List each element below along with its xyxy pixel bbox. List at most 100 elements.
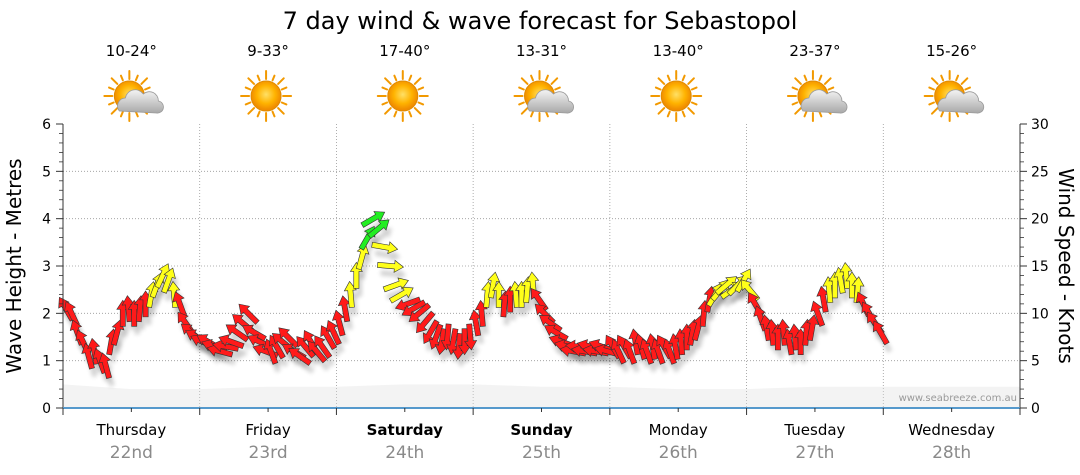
wind-arrow (238, 303, 260, 325)
wind-arrow (64, 301, 80, 327)
wind-arrow (534, 303, 556, 325)
right-tick-label: 25 (1031, 164, 1049, 180)
wind-arrow-shadow (229, 332, 252, 350)
temperature-range: 10-24° (106, 42, 157, 60)
day-date-label: 22nd (110, 443, 153, 463)
wind-arrow (422, 319, 440, 344)
wind-arrow (161, 267, 176, 294)
temperature-range: 15-26° (926, 42, 977, 60)
day-date-label: 24th (385, 443, 424, 463)
wind-arrow (331, 309, 346, 337)
wind-arrow (314, 335, 333, 360)
wind-arrow (307, 340, 328, 364)
wind-arrow (218, 334, 245, 350)
left-tick-label: 2 (42, 306, 51, 322)
wind-arrow (538, 315, 563, 333)
wind-arrow (680, 323, 694, 351)
day-date-label: 28th (932, 443, 971, 463)
wind-arrow (278, 327, 300, 349)
temperature-range: 9-33° (247, 42, 289, 60)
day-name-label: Sunday (510, 421, 573, 439)
wind-arrow (810, 300, 826, 327)
wind-arrow (487, 271, 501, 299)
wind-arrow (464, 323, 478, 351)
wind-arrow-shadow (374, 249, 401, 262)
wind-arrow (371, 241, 399, 255)
day-date-label: 23rd (249, 443, 288, 463)
wind-arrow (388, 286, 414, 304)
weather-row: 10-24° 9-33° 17-40° 13-31° 13-40° 23-37° 15-26… (103, 42, 985, 122)
partly-cloudy-icon (923, 70, 985, 122)
left-axis-label: Wave Height - Metres (2, 158, 26, 373)
wind-arrow (98, 352, 112, 379)
day-name-label: Wednesday (908, 421, 995, 439)
wind-arrow (382, 277, 409, 293)
wind-arrow (394, 296, 422, 312)
wind-arrow (377, 259, 405, 273)
right-tick-label: 20 (1031, 212, 1049, 228)
wave-height-area-fill (63, 384, 1020, 408)
right-tick-label: 0 (1031, 401, 1040, 417)
wind-arrow (468, 309, 482, 337)
wind-arrow-shadow (380, 268, 407, 281)
wind-arrow (154, 263, 171, 289)
day-date-label: 25th (522, 443, 561, 463)
wind-arrow (296, 336, 316, 359)
wind-arrow (288, 348, 312, 366)
day-name-label: Saturday (367, 421, 444, 439)
wind-arrow (416, 310, 436, 334)
wind-arrow (816, 285, 830, 313)
wind-arrow (225, 324, 250, 343)
wind-arrow-shadow (291, 356, 315, 374)
right-tick-label: 15 (1031, 259, 1049, 275)
left-tick-label: 4 (42, 212, 51, 228)
partly-cloudy-icon (786, 70, 848, 122)
day-date-label: 27th (795, 443, 834, 463)
sunny-icon (650, 70, 703, 122)
wind-arrows (58, 211, 893, 387)
grid-lines (63, 124, 1020, 408)
sunny-icon (376, 70, 429, 122)
wind-arrow (320, 325, 338, 350)
wind-arrow (872, 320, 890, 346)
day-name-label: Monday (649, 421, 708, 439)
left-tick-label: 1 (42, 354, 51, 370)
temperature-range: 17-40° (379, 42, 430, 60)
chart-title: 7 day wind & wave forecast for Sebastopo… (283, 7, 798, 35)
left-tick-label: 3 (42, 259, 51, 275)
right-tick-label: 10 (1031, 306, 1049, 322)
temperature-range: 13-31° (516, 42, 567, 60)
wind-arrow (446, 328, 460, 356)
wave-height-area (63, 384, 1020, 408)
day-name-label: Thursday (95, 421, 166, 439)
day-date-label: 26th (659, 443, 698, 463)
left-tick-label: 6 (42, 117, 51, 133)
wind-arrow (408, 302, 432, 323)
wind-arrow (172, 291, 188, 318)
day-name-label: Tuesday (783, 421, 845, 439)
left-tick-label: 5 (42, 164, 51, 180)
wind-arrow (343, 280, 357, 308)
wind-arrow (530, 288, 549, 312)
wind-arrow-shadow (370, 227, 393, 247)
axes: 0 1 2 3 4 5 6 0 5 10 15 20 25 30 (42, 117, 1049, 417)
wind-arrow (806, 314, 820, 342)
watermark: www.seabreeze.com.au (899, 393, 1017, 404)
wind-arrow (714, 276, 738, 296)
wind-arrow (360, 211, 386, 228)
partly-cloudy-icon (103, 70, 164, 122)
temperature-range: 23-37° (789, 42, 840, 60)
wind-arrow-shadow (241, 312, 263, 333)
wind-arrow (242, 324, 267, 342)
sunny-icon (240, 70, 293, 122)
wind-arrow (355, 243, 370, 271)
day-labels: Thursday 22nd Friday 23rd Saturday 24th Sunday… (95, 421, 995, 463)
day-name-label: Friday (245, 421, 291, 439)
wind-arrow (492, 280, 506, 308)
partly-cloudy-icon (513, 70, 574, 122)
right-axis-label: Wind Speed - Knots (1054, 168, 1078, 364)
wind-arrow (337, 295, 351, 323)
right-tick-label: 30 (1031, 117, 1049, 133)
right-tick-label: 5 (1031, 354, 1040, 370)
temperature-range: 13-40° (653, 42, 704, 60)
